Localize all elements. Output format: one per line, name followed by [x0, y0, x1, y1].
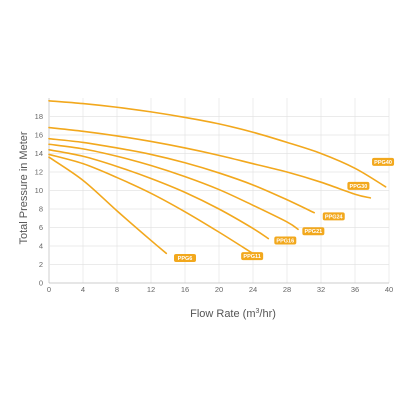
curve-label-badge-ppg21: [302, 227, 325, 236]
y-tick-label-14: 14: [35, 149, 43, 158]
curve-label-text-ppg16: PPG16: [276, 238, 294, 244]
grid: [48, 98, 390, 284]
curve-label-text-ppg30: PPG30: [350, 184, 368, 190]
y-tick-label-2: 2: [39, 260, 43, 269]
y-tick-label-0: 0: [39, 279, 43, 288]
curve-label-ppg6: PPG6: [174, 254, 196, 263]
curve-label-ppg30: PPG30: [347, 181, 370, 190]
x-axis-title-tail: /hr): [259, 308, 276, 320]
x-tick-label-0: 0: [47, 285, 51, 294]
curve-label-badge-ppg40: [372, 157, 395, 166]
x-tick-label-36: 36: [351, 285, 359, 294]
x-axis-title-superscript: 3: [256, 308, 260, 315]
y-tick-label-18: 18: [35, 112, 43, 121]
curve-ppg11: [48, 153, 253, 254]
x-tick-label-16: 16: [181, 285, 189, 294]
curve-label-badge-ppg6: [174, 254, 196, 263]
curve-ppg6: [48, 156, 168, 255]
x-tick-label-32: 32: [317, 285, 325, 294]
x-axis-title: Flow Rate (m3/hr): [190, 308, 276, 320]
curve-label-badge-ppg30: [347, 181, 370, 190]
curve-label-ppg24: PPG24: [322, 212, 345, 221]
curve-label-badge-ppg11: [241, 252, 264, 261]
curve-label-badge-ppg24: [322, 212, 345, 221]
x-axis-title-main: Flow Rate (m: [190, 308, 255, 320]
y-tick-label-16: 16: [35, 131, 43, 140]
curve-label-text-ppg24: PPG24: [325, 214, 344, 220]
y-tick-label-12: 12: [35, 168, 43, 177]
x-tick-label-12: 12: [147, 285, 155, 294]
x-tick-label-28: 28: [283, 285, 291, 294]
curve-label-text-ppg11: PPG11: [243, 254, 260, 260]
curve-label-ppg11: PPG11: [241, 252, 264, 261]
x-tick-label-4: 4: [81, 285, 85, 294]
y-axis-title: Total Pressure in Meter: [18, 131, 30, 244]
curve-label-ppg21: PPG21: [302, 227, 325, 236]
curve-label-text-ppg21: PPG21: [304, 229, 322, 235]
x-tick-label-20: 20: [215, 285, 223, 294]
y-tick-label-6: 6: [39, 223, 43, 232]
x-tick-label-8: 8: [115, 285, 119, 294]
curve-ppg24: [48, 137, 315, 214]
y-tick-label-10: 10: [35, 186, 43, 195]
curve-label-badge-ppg16: [274, 236, 297, 245]
curve-label-text-ppg40: PPG40: [374, 160, 392, 166]
y-tick-label-8: 8: [39, 205, 43, 214]
x-tick-label-24: 24: [249, 285, 257, 294]
y-tick-label-4: 4: [39, 242, 43, 251]
curve-labels: PPG6 PPG11 PPG16 PPG21 PPG24 PPG30 PPG40: [174, 157, 395, 263]
curve-ppg30: [48, 126, 372, 199]
curve-ppg16: [48, 149, 270, 240]
curve-ppg40: [48, 99, 387, 188]
curves: [48, 99, 387, 255]
curve-ppg21: [48, 143, 299, 231]
curve-label-text-ppg6: PPG6: [178, 256, 193, 262]
x-tick-label-40: 40: [385, 285, 393, 294]
curve-label-ppg16: PPG16: [274, 236, 297, 245]
curve-label-ppg40: PPG40: [372, 157, 395, 166]
